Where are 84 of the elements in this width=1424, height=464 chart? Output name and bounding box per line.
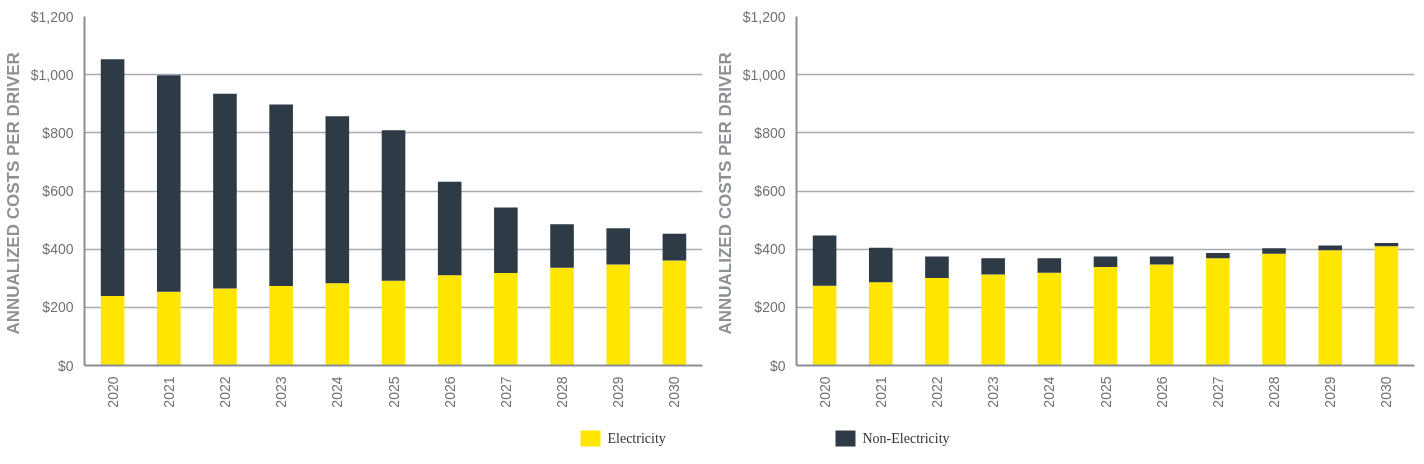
x-tick-label: 2024 (329, 376, 346, 408)
bar (325, 116, 350, 284)
x-tick-label: 2026 (441, 376, 458, 408)
bar (1374, 243, 1399, 247)
x-tick-label: 2020 (816, 376, 833, 408)
bar (1262, 248, 1286, 254)
legend-label: Electricity (607, 431, 666, 446)
bar (1318, 250, 1343, 366)
x-tick-label: 2021 (872, 376, 889, 408)
y-tick-label: $0 (57, 357, 74, 374)
x-tick-label: 2030 (1378, 376, 1395, 408)
x-tick-label: 2029 (1322, 376, 1339, 408)
y-tick-label: $800 (42, 124, 74, 141)
x-tick-label: 2028 (554, 376, 571, 408)
y-tick-label: $1,000 (30, 66, 74, 83)
x-tick-label: 2021 (160, 376, 177, 408)
bar (868, 247, 893, 283)
bar (1149, 264, 1174, 366)
bar (868, 282, 893, 366)
y-tick-label: $800 (754, 124, 786, 141)
y-tick-label: $200 (754, 299, 786, 316)
bar (325, 283, 350, 366)
bar (494, 273, 518, 366)
y-tick-label: $1,200 (742, 8, 786, 25)
bar (981, 274, 1005, 366)
bar (213, 288, 237, 366)
x-tick-label: 2030 (666, 376, 683, 408)
bar (1206, 258, 1230, 366)
bar (494, 207, 518, 274)
bar (925, 256, 949, 278)
bar (550, 224, 574, 268)
bar (100, 295, 125, 366)
y-tick-label: $1,200 (30, 8, 74, 25)
bar (381, 280, 406, 366)
y-tick-label: $400 (42, 241, 74, 258)
bar (1093, 266, 1118, 366)
x-tick-label: 2022 (928, 376, 945, 408)
x-tick-label: 2025 (385, 376, 402, 408)
x-tick-label: 2027 (1209, 376, 1226, 408)
x-tick-label: 2023 (273, 376, 290, 408)
bar (100, 59, 125, 296)
bar (1093, 256, 1118, 267)
bar (269, 104, 293, 287)
bar (1318, 245, 1343, 251)
x-tick-label: 2027 (497, 376, 514, 408)
bar (606, 228, 631, 265)
bar (925, 277, 949, 366)
x-tick-label: 2026 (1153, 376, 1170, 408)
x-tick-label: 2025 (1097, 376, 1114, 408)
legend-label: Non-Electricity (862, 431, 950, 446)
y-tick-label: $600 (754, 183, 786, 199)
bar (156, 75, 181, 292)
bar (213, 93, 237, 289)
bar (156, 291, 181, 366)
bar (1037, 258, 1062, 273)
bar (381, 130, 406, 281)
bar (437, 181, 462, 276)
y-axis-title: ANNUALIZED COSTS PER DRIVER (715, 52, 735, 335)
bar (269, 286, 293, 366)
bar (662, 260, 687, 366)
y-tick-label: $400 (754, 241, 786, 258)
bar (550, 267, 574, 366)
bar (1262, 253, 1286, 366)
x-tick-label: 2029 (610, 376, 627, 408)
bar (662, 233, 687, 261)
bar (606, 264, 631, 366)
bar (1374, 246, 1399, 366)
y-tick-label: $600 (42, 183, 74, 199)
bar (981, 258, 1005, 275)
bar (812, 285, 837, 366)
bar (1149, 256, 1174, 265)
y-tick-label: $0 (769, 357, 786, 374)
bar (1206, 252, 1230, 259)
bar (437, 275, 462, 366)
bar (1037, 272, 1062, 366)
x-tick-label: 2024 (1041, 376, 1058, 408)
x-tick-label: 2020 (104, 376, 121, 408)
y-axis-title: ANNUALIZED COSTS PER DRIVER (3, 52, 23, 335)
x-tick-label: 2022 (216, 376, 233, 408)
y-tick-label: $1,000 (742, 66, 786, 83)
x-tick-label: 2028 (1266, 376, 1283, 408)
bar (812, 235, 837, 286)
x-tick-label: 2023 (985, 376, 1002, 408)
y-tick-label: $200 (42, 299, 74, 316)
